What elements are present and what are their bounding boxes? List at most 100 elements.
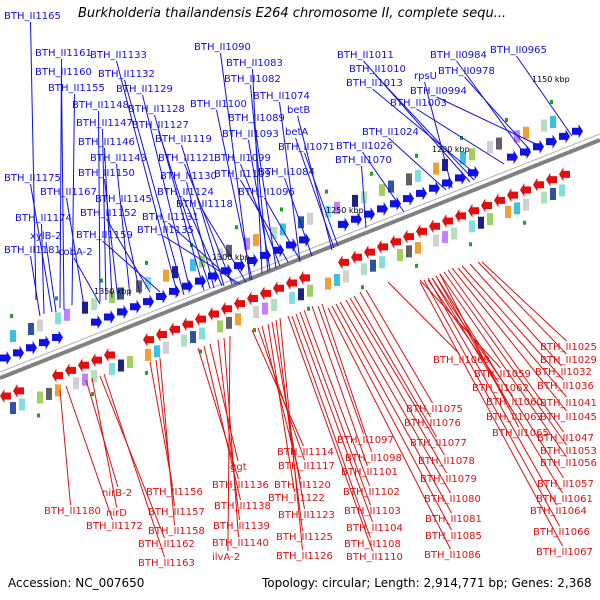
reverse-gene-label[interactable]: BTH_II1077 xyxy=(410,438,467,449)
forward-gene-label[interactable]: BTH_II1128 xyxy=(128,104,185,115)
reverse-gene-label[interactable]: BTH_II1123 xyxy=(278,510,335,521)
forward-gene-label[interactable]: BTH_II1082 xyxy=(224,74,281,85)
forward-gene-label[interactable]: BTH_II1074 xyxy=(253,91,310,102)
reverse-gene-label[interactable]: nirD xyxy=(106,508,127,519)
reverse-gene-label[interactable]: BTH_II1098 xyxy=(345,453,402,464)
forward-gene-label[interactable]: BTH_II1175 xyxy=(4,173,61,184)
forward-gene-label[interactable]: BTH_II1160 xyxy=(35,67,92,78)
reverse-gene-label[interactable]: BTH_II1122 xyxy=(268,493,325,504)
reverse-gene-label[interactable]: BTH_II1139 xyxy=(213,521,270,532)
reverse-gene-label[interactable]: BTH_II1110 xyxy=(346,552,403,563)
forward-gene-label[interactable]: BTH_II1124 xyxy=(157,187,214,198)
forward-gene-label[interactable]: BTH_II1099 xyxy=(214,153,271,164)
forward-gene-label[interactable]: BTH_II1132 xyxy=(98,69,155,80)
reverse-gene-label[interactable]: BTH_II1103 xyxy=(344,506,401,517)
reverse-gene-label[interactable]: BTH_II1029 xyxy=(540,355,597,366)
forward-gene-label[interactable]: BTH_II1024 xyxy=(362,127,419,138)
reverse-gene-label[interactable]: BTH_II1069 xyxy=(433,355,490,366)
forward-gene-label[interactable]: BTH_II1026 xyxy=(336,141,393,152)
reverse-gene-label[interactable]: BTH_II1081 xyxy=(425,514,482,525)
forward-gene-label[interactable]: BTH_II1083 xyxy=(226,58,283,69)
reverse-gene-label[interactable]: BTH_II1136 xyxy=(212,480,269,491)
reverse-gene-label[interactable]: BTH_II1157 xyxy=(148,507,205,518)
forward-gene-label[interactable]: BTH_II1130 xyxy=(160,171,217,182)
reverse-gene-label[interactable]: BTH_II1101 xyxy=(341,467,398,478)
forward-gene-label[interactable]: BTH_II0978 xyxy=(438,66,495,77)
forward-gene-label[interactable]: BTH_II1089 xyxy=(228,113,285,124)
reverse-gene-label[interactable]: BTH_II1045 xyxy=(540,412,597,423)
forward-gene-label[interactable]: BTH_II1093 xyxy=(222,129,279,140)
forward-gene-label[interactable]: BTH_II1135 xyxy=(137,225,194,236)
reverse-gene-label[interactable]: BTH_II1162 xyxy=(138,539,195,550)
reverse-gene-label[interactable]: BTH_II1117 xyxy=(278,461,335,472)
reverse-gene-label[interactable]: BTH_II1138 xyxy=(214,501,271,512)
reverse-gene-label[interactable]: BTH_II1075 xyxy=(406,404,463,415)
forward-gene-label[interactable]: BTH_II1119 xyxy=(155,134,212,145)
reverse-gene-label[interactable]: BTH_II1097 xyxy=(337,435,394,446)
forward-gene-label[interactable]: BTH_II1070 xyxy=(335,155,392,166)
reverse-gene-label[interactable]: BTH_II1076 xyxy=(404,418,461,429)
forward-gene-label[interactable]: BTH_II0994 xyxy=(410,86,467,97)
forward-gene-label[interactable]: BTH_II1174 xyxy=(15,213,72,224)
reverse-gene-label[interactable]: BTH_II1126 xyxy=(276,551,333,562)
reverse-gene-label[interactable]: BTH_II1156 xyxy=(146,487,203,498)
forward-gene-label[interactable]: BTH_II1109 xyxy=(214,169,271,180)
forward-gene-label[interactable]: BTH_II1148 xyxy=(72,100,129,111)
forward-gene-label[interactable]: betB xyxy=(287,105,310,116)
forward-gene-label[interactable]: betA xyxy=(285,127,308,138)
forward-gene-label[interactable]: BTH_II1096 xyxy=(238,187,295,198)
forward-gene-label[interactable]: BTH_II1165 xyxy=(4,11,61,22)
forward-gene-label[interactable]: BTH_II1143 xyxy=(90,153,147,164)
reverse-gene-label[interactable]: BTH_II1102 xyxy=(343,487,400,498)
forward-gene-label[interactable]: BTH_II0984 xyxy=(430,50,487,61)
reverse-gene-label[interactable]: BTH_II1086 xyxy=(424,550,481,561)
forward-gene-label[interactable]: BTH_II1010 xyxy=(349,64,406,75)
forward-gene-label[interactable]: BTH_II1159 xyxy=(76,230,133,241)
reverse-gene-label[interactable]: BTH_II1158 xyxy=(148,526,205,537)
forward-gene-label[interactable]: BTH_II1100 xyxy=(190,99,247,110)
forward-gene-label[interactable]: BTH_II1131 xyxy=(142,212,199,223)
reverse-gene-label[interactable]: BTH_II1064 xyxy=(530,506,587,517)
reverse-gene-label[interactable]: BTH_II1125 xyxy=(276,532,333,543)
reverse-gene-label[interactable]: BTH_II1085 xyxy=(425,531,482,542)
reverse-gene-label[interactable]: BTH_II1078 xyxy=(418,456,475,467)
reverse-gene-label[interactable]: BTH_II1032 xyxy=(535,367,592,378)
forward-gene-label[interactable]: BTH_II1150 xyxy=(78,168,135,179)
reverse-gene-label[interactable]: BTH_II1057 xyxy=(537,479,594,490)
reverse-gene-label[interactable]: BTH_II1163 xyxy=(138,558,195,569)
forward-gene-label[interactable]: BTH_II1129 xyxy=(116,84,173,95)
reverse-gene-label[interactable]: BTH_II1061 xyxy=(536,494,593,505)
reverse-gene-label[interactable]: BTH_II1025 xyxy=(540,342,597,353)
forward-gene-label[interactable]: BTH_II1071 xyxy=(278,142,335,153)
forward-gene-label[interactable]: BTH_II1167 xyxy=(40,187,97,198)
reverse-gene-label[interactable]: BTH_II1036 xyxy=(537,381,594,392)
reverse-gene-label[interactable]: BTH_II1140 xyxy=(212,538,269,549)
reverse-gene-label[interactable]: BTH_II1063 xyxy=(486,412,543,423)
forward-gene-label[interactable]: BTH_II0965 xyxy=(490,45,547,56)
forward-gene-label[interactable]: BTH_II1161 xyxy=(35,48,92,59)
reverse-gene-label[interactable]: BTH_II1066 xyxy=(533,527,590,538)
reverse-gene-label[interactable]: BTH_II1060 xyxy=(486,397,543,408)
reverse-gene-label[interactable]: BTH_II1056 xyxy=(540,458,597,469)
forward-gene-label[interactable]: BTH_II1121 xyxy=(158,153,215,164)
forward-gene-label[interactable]: BTH_II1133 xyxy=(90,50,147,61)
forward-gene-label[interactable]: BTH_II1152 xyxy=(80,208,137,219)
forward-gene-label[interactable]: BTH_II1003 xyxy=(390,98,447,109)
reverse-gene-label[interactable]: BTH_II1067 xyxy=(536,547,593,558)
forward-gene-label[interactable]: BTH_II1181 xyxy=(4,245,61,256)
reverse-gene-label[interactable]: BTH_II1120 xyxy=(274,480,331,491)
reverse-gene-label[interactable]: BTH_II1180 xyxy=(44,506,101,517)
reverse-gene-label[interactable]: BTH_II1041 xyxy=(540,398,597,409)
reverse-gene-label[interactable]: ggt xyxy=(230,462,247,473)
forward-gene-label[interactable]: BTH_II1011 xyxy=(337,50,394,61)
reverse-gene-label[interactable]: BTH_II1079 xyxy=(420,474,477,485)
reverse-gene-label[interactable]: BTH_II1062 xyxy=(472,383,529,394)
reverse-gene-label[interactable]: BTH_II1080 xyxy=(424,494,481,505)
reverse-gene-label[interactable]: nirB-2 xyxy=(102,488,132,499)
reverse-gene-label[interactable]: BTH_II1172 xyxy=(86,521,143,532)
reverse-gene-label[interactable]: BTH_II1108 xyxy=(344,539,401,550)
forward-gene-label[interactable]: BTH_II1090 xyxy=(194,42,251,53)
reverse-gene-label[interactable]: BTH_II1047 xyxy=(537,433,594,444)
reverse-gene-label[interactable]: BTH_II1104 xyxy=(346,523,403,534)
